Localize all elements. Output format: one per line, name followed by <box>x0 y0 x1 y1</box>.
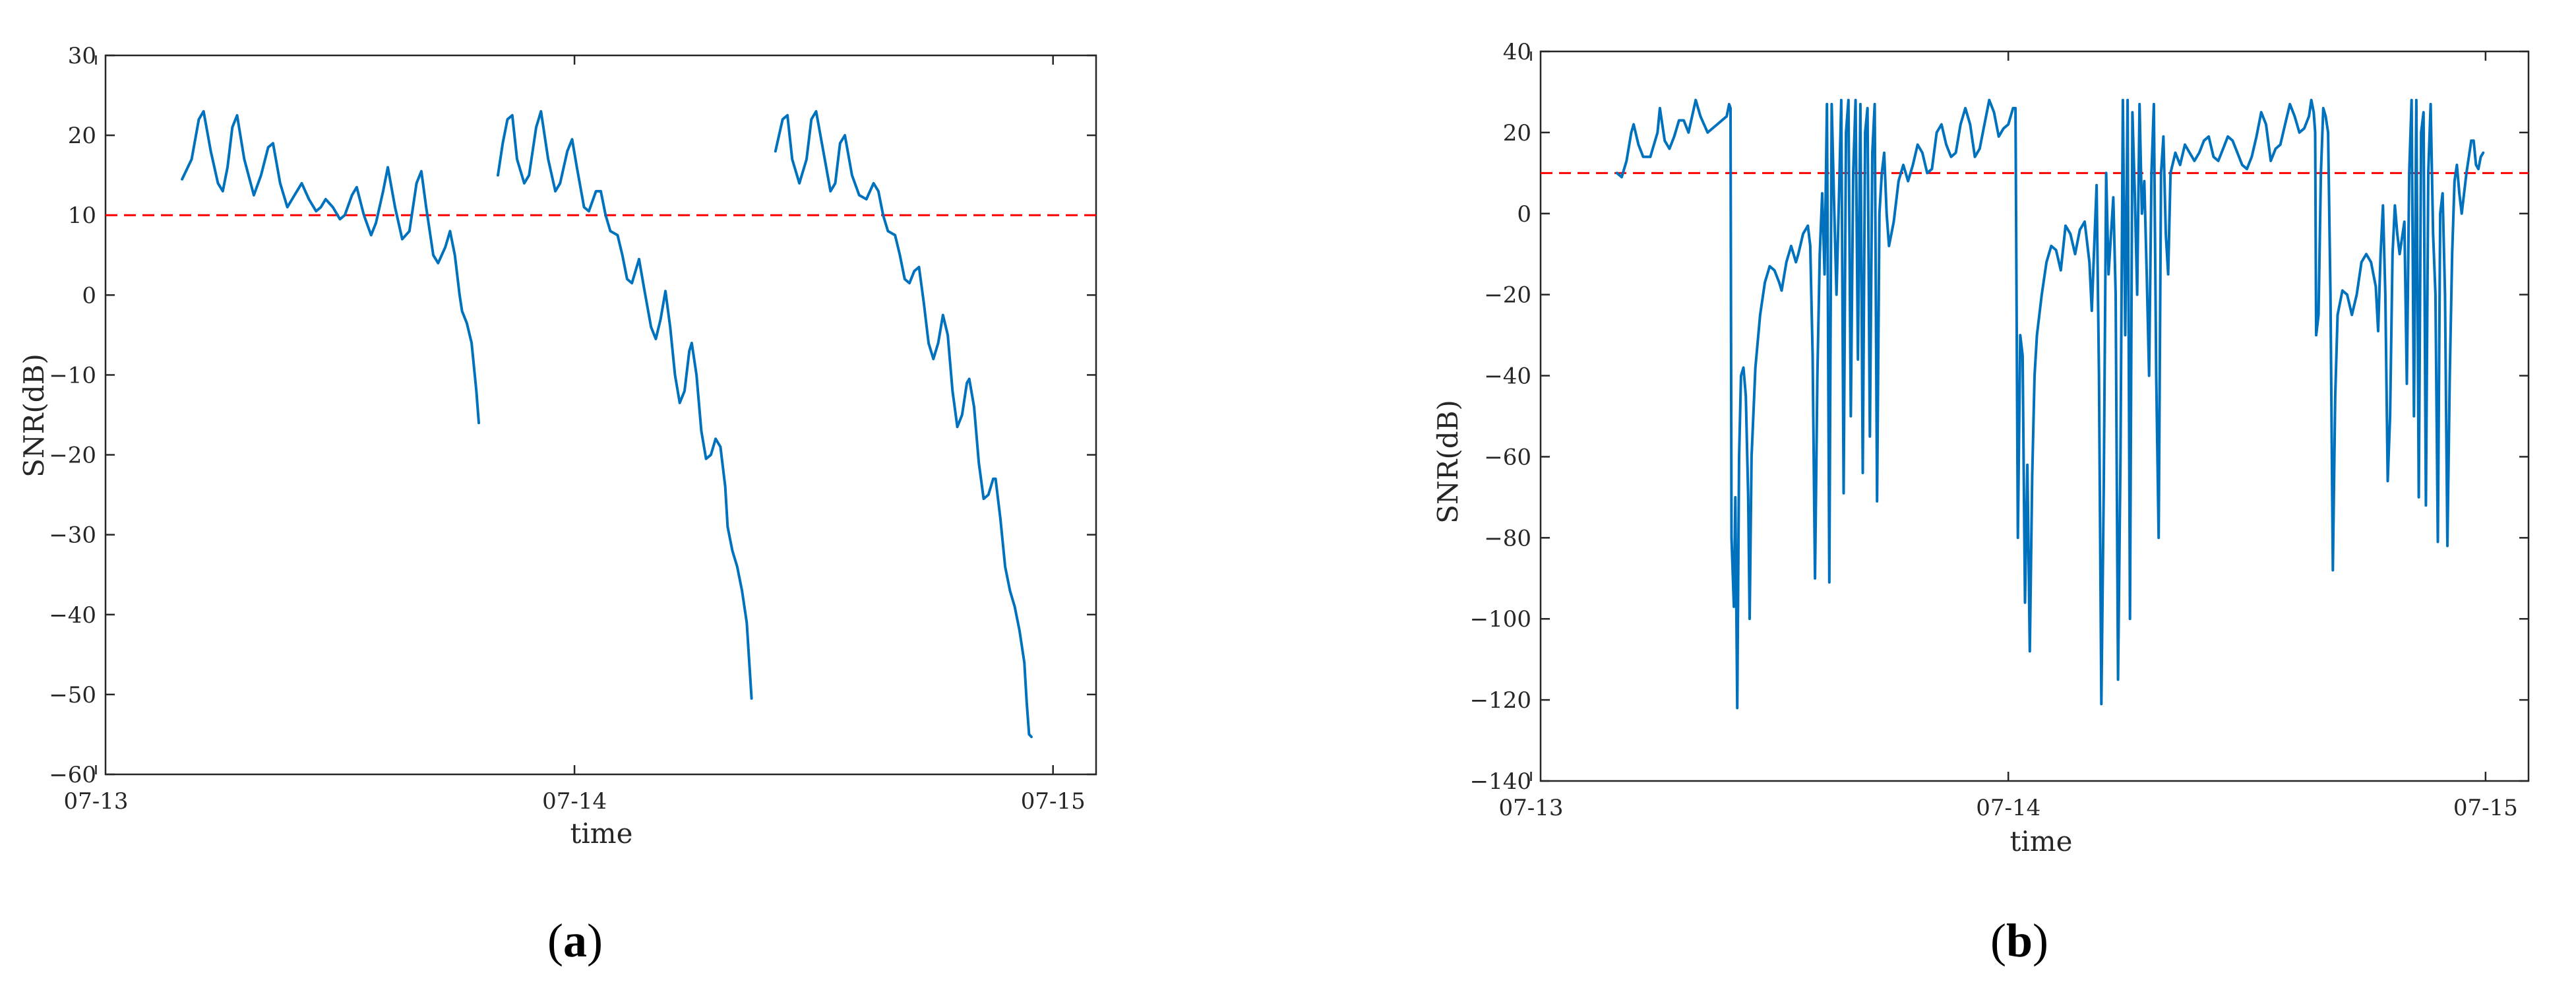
chart-b-y-tick-label: −100 <box>1470 606 1531 633</box>
chart-a-y-tick-label: −40 <box>49 602 96 629</box>
chart-a-y-tick-label: 20 <box>68 123 96 149</box>
chart-a-y-tick-label: −10 <box>49 362 96 389</box>
chart-b-y-tick-label: −80 <box>1484 525 1531 551</box>
chart-b-x-tick-label: 07-14 <box>1976 795 2040 821</box>
chart-a-y-tick-label: −30 <box>49 522 96 549</box>
chart-a-series <box>181 109 1033 739</box>
chart-a-series-segment <box>497 109 753 700</box>
chart-b-y-tick-label: 40 <box>1503 39 1531 65</box>
chart-a-plot-frame <box>104 54 1097 776</box>
chart-b-y-tick-label: −120 <box>1470 687 1531 714</box>
chart-a-y-tick-label: −50 <box>49 682 96 708</box>
chart-a-y-tick-label: −60 <box>49 762 96 788</box>
chart-b-series <box>1615 98 2485 710</box>
chart-b-series-segment <box>1615 98 2485 710</box>
chart-b-y-tick-label: −60 <box>1484 444 1531 470</box>
chart-a-axes-lines <box>104 54 1097 776</box>
chart-a-x-tick-label: 07-15 <box>1021 788 1086 815</box>
chart-b-y-tick-label: −20 <box>1484 282 1531 309</box>
chart-b-x-tick-label: 07-13 <box>1499 795 1564 821</box>
chart-a-y-tick-label: 30 <box>68 43 96 69</box>
chart-b-x-tick-label: 07-15 <box>2453 795 2518 821</box>
chart-a-x-tick-label: 07-14 <box>542 788 607 815</box>
chart-b-y-tick-label: −40 <box>1484 363 1531 390</box>
chart-b-plot-frame <box>1539 50 2530 782</box>
chart-a-caption: (a) <box>547 914 603 967</box>
chart-a-series-segment <box>774 109 1033 739</box>
chart-b-y-tick-label: −140 <box>1470 768 1531 795</box>
chart-a-y-tick-label: −20 <box>49 443 96 469</box>
chart-b-x-axis-label: time <box>2010 825 2073 857</box>
chart-a-x-tick-label: 07-13 <box>63 788 128 815</box>
chart-a-x-axis-label: time <box>570 817 633 850</box>
chart-b-y-tick-label: 20 <box>1503 120 1531 146</box>
chart-a-y-tick-label: 10 <box>68 202 96 229</box>
chart-a-series-segment <box>181 109 480 425</box>
chart-a-y-tick-label: 0 <box>82 282 96 309</box>
chart-a-y-axis-label: SNR(dB) <box>18 354 50 478</box>
chart-b-y-axis-label: SNR(dB) <box>1432 400 1464 524</box>
chart-b-caption: (b) <box>1990 914 2048 967</box>
chart-b-y-tick-label: 0 <box>1517 201 1531 228</box>
chart-b-axes-lines <box>1539 50 2530 782</box>
